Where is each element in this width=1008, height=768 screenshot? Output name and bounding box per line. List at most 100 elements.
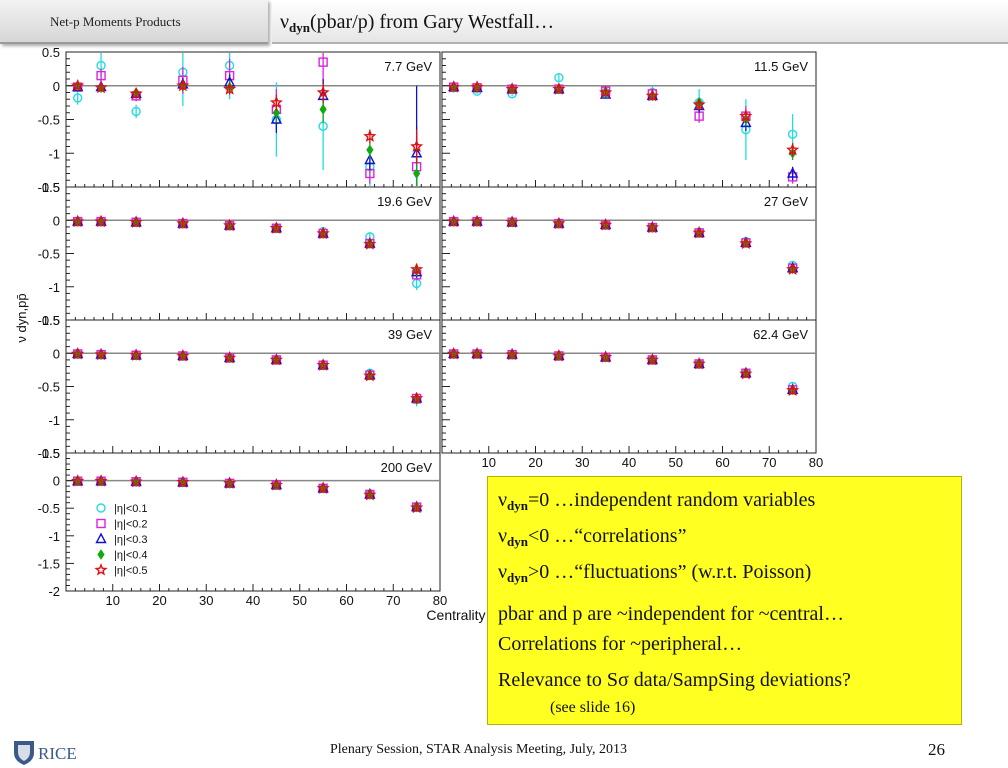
y-tick-label: 0.5 [42,313,60,328]
info-line-1: νdyn=0 …independent random variables [498,489,816,513]
logo-text: RICE [38,744,77,763]
data-point [316,358,330,371]
data-point [363,129,377,142]
section-tab-label: Net-p Moments Products [50,14,181,29]
legend-entry: |η|<0.5 [114,565,148,577]
x-tick-label: 60 [715,455,729,470]
x-tick-label: 20 [152,593,166,608]
x-tick-label: 10 [106,593,120,608]
data-point [223,476,237,489]
x-tick-label: 30 [575,455,589,470]
y-tick-label: -1 [48,280,60,295]
legend-entry: |η|<0.4 [114,550,148,562]
panel-frame [65,319,441,454]
panel-frame [65,452,441,592]
data-point [71,78,85,92]
data-point [316,85,330,98]
data-point [470,80,484,93]
legend-entry: |η|<0.3 [114,534,148,546]
panel-frame [441,319,817,454]
data-point [645,89,659,102]
data-point [786,167,799,178]
panel-energy-label: 200 GeV [381,460,433,475]
data-point [176,349,190,362]
info-note: (see slide 16) [550,699,636,716]
x-tick-label: 80 [433,593,447,608]
nu-dyn-chart: 0.5 0 -0.5 -1 -1.5 7.7 GeV 11.5 GeV 0.5 0 -0.5 -1 -… [14,45,823,623]
data-point [269,221,283,234]
data-point [129,474,143,488]
y-tick-label: -0.5 [38,247,60,262]
data-point [223,351,237,364]
data-point [96,503,106,513]
panel-frame [65,51,441,188]
y-tick-label: -1 [48,146,60,161]
y-tick-label: 0 [53,346,60,361]
y-tick-label: -0.5 [38,113,60,128]
data-point [470,214,484,228]
data-point [176,216,190,230]
data-point [272,107,280,119]
explanation-box: νdyn=0 …independent random variables νdy… [487,476,962,725]
y-tick-label: -1 [48,529,60,544]
y-tick-label: 0 [53,474,60,489]
data-point [787,129,798,140]
data-point [94,474,108,487]
data-point [366,144,374,156]
data-point [71,347,85,360]
data-point [447,80,461,93]
x-tick-label: 70 [386,593,400,608]
data-point [72,93,83,103]
info-para-2: Correlations for ~peripheral… [498,633,743,655]
y-tick-label: 0.5 [42,180,60,195]
data-point [316,481,330,494]
data-point [692,97,706,111]
data-point [739,367,753,380]
panel-frame [441,186,817,321]
y-tick-label: -1 [48,413,60,428]
chart-area: 0.5 0 -0.5 -1 -1.5 7.7 GeV 11.5 GeV 0.5 0 -0.5 -1 -… [0,45,840,636]
data-point [554,72,564,83]
data-point [129,348,143,361]
x-tick-label: 30 [199,593,213,608]
x-tick-label: 10 [482,455,496,470]
info-line-2: νdyn<0 …“correlations” [498,525,687,549]
data-point [447,347,461,360]
data-point [692,226,706,239]
data-point [316,226,330,240]
data-point [96,70,106,81]
data-point [176,78,190,92]
data-point [645,353,659,366]
title-sub: dyn [289,20,311,35]
info-line-3: νdyn>0 …“fluctuations” (w.r.t. Poisson) [498,561,812,585]
data-point [176,475,190,488]
x-axis-label: Centrality [426,607,485,623]
title-bar [272,0,1008,44]
data-point [599,350,613,363]
panel-frame [65,186,441,321]
data-point [786,143,800,156]
data-point [470,347,484,360]
data-point [410,262,424,275]
data-point [413,168,421,179]
legend-entry: |η|<0.1 [114,503,148,515]
x-tick-label: 40 [622,455,636,470]
x-tick-label: 70 [762,455,776,470]
data-point [786,383,800,396]
legend-entry: |η|<0.2 [114,519,148,531]
info-para-3: Relevance to Sσ data/SampSing deviations… [498,669,851,691]
y-tick-label: -2 [48,584,60,599]
data-point [739,109,753,122]
y-tick-label: 0 [53,213,60,228]
data-point [94,563,108,576]
rice-logo: RICE [14,741,77,765]
panel-frame [441,51,817,188]
data-point [223,218,237,232]
data-point [410,500,424,514]
y-tick-label: -0.5 [38,380,60,395]
data-point [94,347,108,361]
data-point [129,215,143,228]
y-tick-label: -1.5 [38,313,60,328]
section-tab: Net-p Moments Products [0,0,268,44]
data-point [269,478,283,491]
